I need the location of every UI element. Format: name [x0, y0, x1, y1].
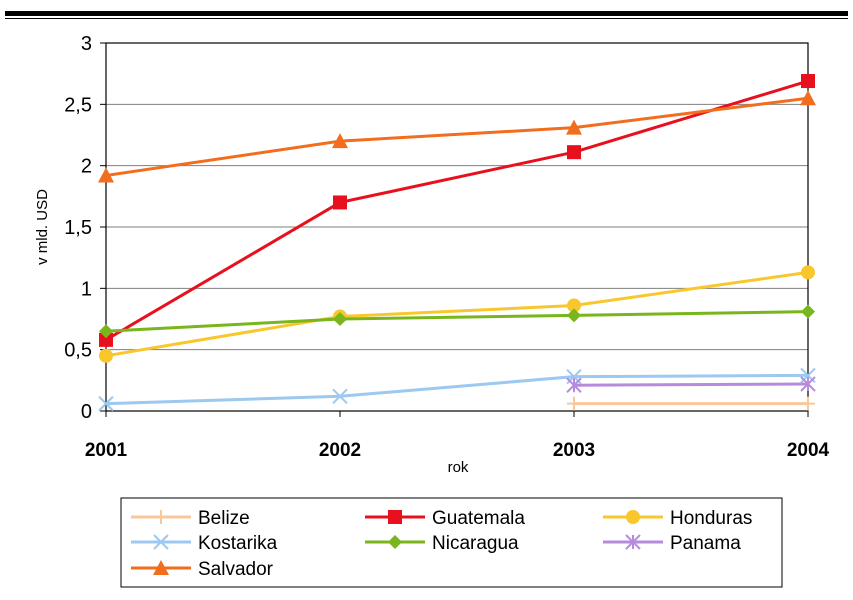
series-line — [105, 96, 809, 177]
legend: Belize Guatemala Honduras Kostarika Nicaragu… — [120, 497, 783, 588]
marker-plus — [801, 396, 815, 411]
marker-diamond — [388, 535, 402, 549]
y-tick-label: 1 — [81, 278, 92, 300]
y-tick-label: 3 — [81, 33, 92, 55]
series-salvador — [98, 90, 816, 183]
legend-label: Salvador — [198, 559, 274, 580]
x-tick-label: 2002 — [319, 440, 361, 461]
legend-item-belize: Belize — [131, 508, 250, 529]
marker-x — [332, 388, 348, 404]
x-tick-labels: 2001 2002 2003 2004 — [85, 440, 830, 461]
marker-square — [99, 332, 113, 347]
legend-label: Guatemala — [432, 508, 525, 529]
axes — [105, 42, 809, 417]
marker-triangle — [800, 90, 816, 106]
marker-plus — [154, 510, 168, 524]
legend-item-salvador: Salvador — [131, 559, 274, 580]
y-tick-label: 2 — [81, 156, 92, 178]
marker-diamond — [99, 324, 113, 339]
legend-label: Belize — [198, 508, 250, 529]
marker-plus — [567, 396, 581, 411]
marker-circle — [567, 298, 581, 313]
marker-square — [567, 145, 581, 160]
x-axis-title: rok — [448, 459, 469, 476]
marker-square — [333, 195, 347, 210]
series-kostarika — [98, 367, 816, 412]
marker-square — [801, 74, 815, 89]
y-axis-title: v mld. USD — [34, 189, 51, 265]
marker-triangle — [332, 133, 348, 149]
marker-circle — [801, 265, 815, 280]
marker-circle — [626, 510, 640, 524]
series-belize — [567, 396, 815, 411]
header-rule-thin — [5, 18, 848, 19]
y-tick-label: 1,5 — [64, 217, 92, 239]
legend-box — [120, 497, 783, 588]
y-tick-label: 0,5 — [64, 340, 92, 362]
marker-diamond — [333, 312, 347, 326]
y-tick-label: 0 — [81, 401, 92, 423]
marker-asterisk — [800, 376, 816, 392]
series-panama — [566, 376, 816, 393]
series-line — [105, 79, 809, 342]
marker-x — [153, 534, 169, 550]
legend-label: Honduras — [670, 508, 752, 529]
marker-asterisk — [566, 377, 582, 393]
y-tick-label: 2,5 — [64, 94, 92, 116]
legend-label: Kostarika — [198, 533, 278, 554]
series-line — [105, 310, 809, 333]
series-nicaragua — [99, 304, 815, 339]
marker-triangle — [566, 119, 582, 135]
marker-asterisk — [625, 534, 641, 550]
marker-circle — [99, 348, 113, 363]
marker-triangle — [153, 560, 169, 575]
legend-label: Nicaragua — [432, 533, 519, 554]
marker-triangle — [98, 167, 114, 183]
legend-label: Panama — [670, 533, 741, 554]
series-line — [573, 382, 809, 387]
series-line — [105, 373, 809, 406]
x-tick-label: 2001 — [85, 440, 128, 461]
y-tick-labels: 0 0,5 1 1,5 2 2,5 3 — [64, 33, 92, 423]
marker-square — [388, 510, 402, 524]
series-line — [105, 270, 809, 358]
x-tick-label: 2003 — [553, 440, 595, 461]
header-rule-thick — [5, 11, 848, 16]
legend-item-honduras: Honduras — [603, 508, 752, 529]
marker-diamond — [567, 308, 581, 323]
legend-item-panama: Panama — [603, 533, 741, 554]
legend-item-nicaragua: Nicaragua — [365, 533, 519, 554]
grid-lines — [100, 42, 808, 412]
series-guatemala — [99, 74, 815, 347]
x-tick-label: 2004 — [787, 440, 830, 461]
legend-item-kostarika: Kostarika — [131, 533, 278, 554]
plot-area-frame — [105, 42, 809, 412]
marker-x — [98, 395, 114, 412]
marker-diamond — [801, 304, 815, 319]
series-group — [98, 74, 816, 412]
legend-item-guatemala: Guatemala — [365, 508, 525, 529]
